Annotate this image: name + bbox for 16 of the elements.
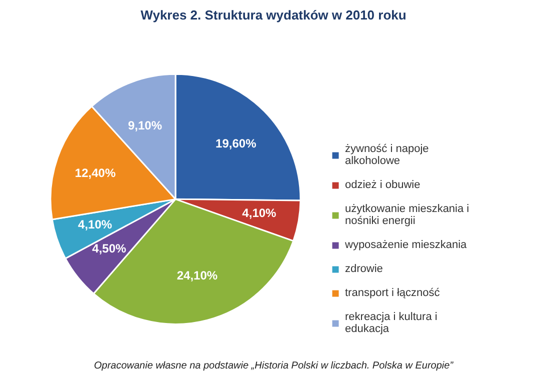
data-label: 4,10% bbox=[242, 206, 277, 220]
data-label: 24,10% bbox=[176, 268, 218, 282]
data-label: 4,10% bbox=[78, 218, 112, 232]
chart-title: Wykres 2. Struktura wydatków w 2010 roku bbox=[140, 8, 406, 22]
legend-label: użytkowanie mieszkania i nośniki energii bbox=[345, 203, 470, 227]
data-label: 19,60% bbox=[216, 136, 257, 151]
legend-label: odzież i obuwie bbox=[345, 179, 420, 191]
legend-label: rekreacja i kultura i edukacja bbox=[345, 311, 438, 335]
data-label: 4,50% bbox=[92, 242, 127, 256]
text: Opracowanie własne na podstawie „Historia Polski w liczbach. Polska w Europie” bbox=[94, 360, 454, 372]
legend-label: wyposażenie mieszkania bbox=[345, 239, 467, 251]
legend-label: transport i łączność bbox=[345, 287, 440, 299]
data-label: 9,10% bbox=[128, 118, 162, 133]
data-label: 12,40% bbox=[74, 166, 116, 180]
legend-label: zdrowie bbox=[345, 263, 383, 275]
legend-label: żywność i napoje alkoholowe bbox=[345, 143, 429, 167]
